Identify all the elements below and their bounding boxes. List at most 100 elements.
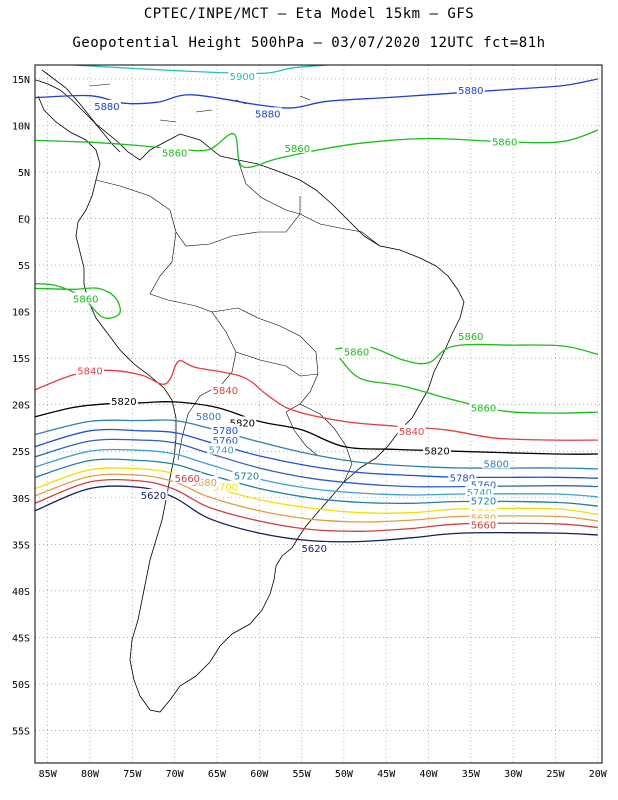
contour-label-bg: [469, 511, 498, 523]
contour-label-bg: [469, 518, 498, 530]
contour-label-bg: [211, 480, 240, 492]
lon-tick-label: 80W: [81, 769, 100, 780]
contour-label-5760: 5760: [213, 436, 238, 447]
lat-tick-label: 50S: [12, 680, 30, 691]
contour-label-5780: 5780: [450, 473, 475, 484]
contour-label-bg: [76, 364, 105, 376]
contour-label-5860: 5860: [471, 403, 496, 414]
contour-label-bg: [173, 472, 202, 484]
contour-label-layer: 5900 5880 5880 5880 5860 5860 5860 5860 5860 5860…: [71, 70, 519, 555]
contour-label-5800: 5800: [483, 459, 508, 470]
contour-label-bg: [92, 99, 121, 111]
contour-label-5840: 5840: [77, 366, 102, 377]
contour-label-5620: 5620: [302, 544, 327, 555]
contour-label-bg: [469, 478, 498, 490]
contour-label-bg: [469, 401, 498, 413]
lat-tick-label: 5S: [18, 261, 30, 272]
contour-label-bg: [139, 488, 168, 500]
lat-tick-label: 15N: [12, 75, 30, 86]
contour-label-5880: 5880: [94, 102, 119, 113]
contour-label-5660: 5660: [175, 474, 200, 485]
lat-tick-label: 5N: [18, 168, 30, 179]
contour-label-5860: 5860: [344, 348, 369, 359]
contour-5780: [35, 428, 598, 479]
latitude-axis: 15N 10N 5N EQ 5S 10S 15S 20S 25S 30S 35S 40S 45S 50S 5…: [12, 75, 30, 737]
lat-tick-label: 15S: [12, 354, 30, 365]
contour-label-bg: [232, 469, 261, 481]
contour-label-bg: [397, 424, 426, 436]
contour-label-bg: [456, 329, 485, 341]
contour-5880: [35, 78, 598, 109]
central-america: [35, 79, 121, 153]
contour-label-bg: [283, 141, 312, 153]
contour-label-bg: [190, 475, 219, 487]
lon-tick-label: 40W: [419, 769, 438, 780]
contour-label-bg: [160, 146, 189, 158]
lat-tick-label: 25S: [12, 447, 30, 458]
plot-background: [35, 65, 602, 763]
contour-label-bg: [253, 107, 282, 119]
contour-label-5720: 5720: [234, 471, 259, 482]
contour-layer: [35, 65, 599, 543]
contour-label-5860: 5860: [285, 144, 310, 155]
contour-label-5740: 5740: [467, 488, 492, 499]
lat-tick-label: 40S: [12, 587, 30, 598]
lat-tick-label: 30S: [12, 494, 30, 505]
title-line-1: CPTEC/INPE/MCT – Eta Model 15km – GFS: [143, 6, 475, 22]
lat-tick-label: 10S: [12, 308, 30, 319]
lon-tick-label: 65W: [208, 769, 227, 780]
plot-frame: [34, 64, 603, 764]
lon-tick-label: 55W: [293, 769, 312, 780]
contour-label-5860: 5860: [458, 332, 483, 343]
contour-label-bg: [211, 434, 240, 446]
lon-tick-label: 30W: [504, 769, 523, 780]
contour-label-bg: [228, 416, 257, 428]
contour-label-5840: 5840: [399, 427, 424, 438]
contour-label-5700: 5700: [213, 483, 238, 494]
contour-5840: [35, 359, 598, 441]
lon-tick-label: 45W: [377, 769, 396, 780]
lon-tick-label: 50W: [335, 769, 354, 780]
contour-label-5740: 5740: [208, 445, 233, 456]
contour-label-bg: [490, 135, 519, 147]
contour-label-bg: [71, 292, 100, 304]
contour-label-bg: [422, 444, 451, 456]
contour-label-bg: [448, 471, 477, 483]
lat-tick-label: 45S: [12, 633, 30, 644]
contour-5620: [35, 485, 598, 543]
contour-label-5620: 5620: [141, 491, 166, 502]
contour-label-bg: [300, 542, 329, 554]
contour-label-5860: 5860: [162, 148, 187, 159]
contour-label-5680: 5680: [192, 478, 217, 489]
contour-label-bg: [211, 383, 240, 395]
lat-tick-label: 35S: [12, 540, 30, 551]
contour-label-bg: [211, 423, 240, 435]
contour-label-bg: [228, 70, 257, 82]
lat-tick-label: 55S: [12, 726, 30, 737]
contour-label-5900: 5900: [230, 72, 255, 83]
contour-5860: [335, 343, 598, 365]
lon-tick-label: 60W: [250, 769, 269, 780]
lon-tick-label: 70W: [166, 769, 185, 780]
contour-label-bg: [194, 409, 223, 421]
country-borders: [95, 159, 381, 483]
lat-tick-label: 10N: [12, 121, 30, 132]
longitude-axis: 85W 80W 75W 70W 65W 60W 55W 50W 45W 40W 35W 30W 25W 2…: [39, 769, 608, 780]
contour-label-5820: 5820: [111, 397, 136, 408]
contour-label-5780: 5780: [213, 426, 238, 437]
contour-label-5800: 5800: [196, 412, 221, 423]
contour-5860: [339, 357, 598, 414]
title-line-2: Geopotential Height 500hPa – 03/07/2020 …: [72, 35, 546, 51]
basemap: [35, 69, 465, 713]
lat-tick-label: EQ: [18, 215, 30, 226]
lon-tick-label: 75W: [123, 769, 142, 780]
contour-5860: [35, 283, 121, 319]
contour-label-5660: 5660: [471, 521, 496, 532]
lon-tick-label: 85W: [39, 769, 58, 780]
contour-5820: [35, 401, 598, 455]
lon-tick-label: 35W: [462, 769, 481, 780]
contour-label-bg: [469, 494, 498, 506]
contour-label-bg: [342, 345, 371, 357]
contour-label-bg: [456, 84, 485, 96]
lon-tick-label: 25W: [546, 769, 565, 780]
